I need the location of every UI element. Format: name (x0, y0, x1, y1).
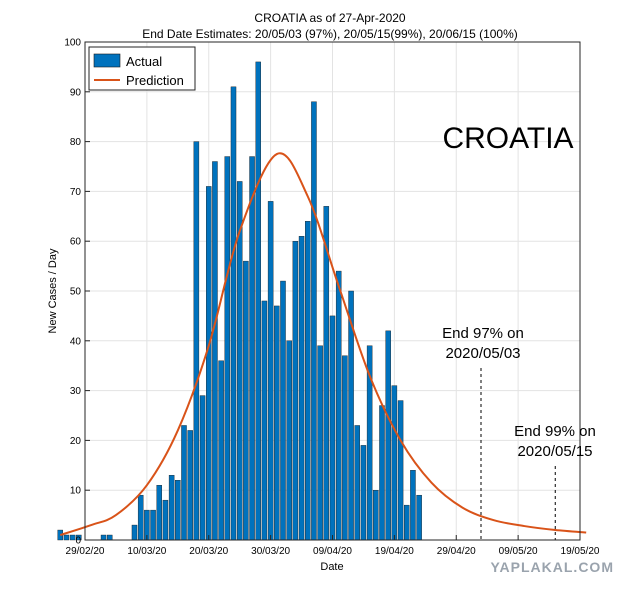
bar-actual (206, 186, 212, 541)
bar-actual (404, 504, 410, 541)
bar-actual (397, 400, 404, 541)
legend-label-actual: Actual (126, 54, 162, 69)
bar-actual (286, 340, 292, 541)
bar-actual (280, 280, 286, 541)
bar-actual (69, 534, 76, 541)
annotation-lines (480, 368, 556, 540)
bar-actual (317, 345, 323, 541)
bar-actual (379, 405, 385, 541)
watermark: YAPLAKAL.COM (490, 559, 614, 575)
x-tick-label: 19/05/20 (561, 546, 600, 557)
bar-actual (373, 490, 379, 541)
x-tick-label: 29/02/20 (66, 546, 105, 557)
bar-actual (354, 425, 360, 541)
bar-actual (175, 480, 181, 541)
bar-actual (261, 300, 268, 541)
bars (57, 61, 422, 541)
annotation-99-line1: End 99% on (514, 423, 596, 440)
bar-actual (342, 355, 348, 541)
y-tick-label: 30 (70, 386, 82, 397)
bar-actual (249, 156, 255, 541)
bar-actual (298, 236, 305, 541)
bar-actual (212, 161, 218, 541)
bar-actual (131, 524, 138, 541)
bar-actual (100, 534, 107, 541)
bar-actual (311, 101, 317, 541)
annotation-99-line2: 2020/05/15 (517, 443, 592, 460)
y-tick-label: 40 (70, 336, 82, 347)
x-ticks: 29/02/20 10/03/20 20/03/20 30/03/20 09/04/20… (66, 535, 600, 557)
country-label: CROATIA (442, 122, 573, 155)
x-tick-label: 09/05/20 (499, 546, 538, 557)
y-tick-label: 20 (70, 436, 82, 447)
bar-actual (162, 499, 169, 541)
bar-actual (168, 475, 175, 541)
bar-actual (410, 470, 416, 541)
bar-actual (243, 260, 249, 541)
y-ticks: 0 10 20 30 40 50 60 70 80 90 100 (64, 38, 90, 547)
x-tick-label: 20/03/20 (189, 546, 228, 557)
y-tick-label: 0 (75, 536, 81, 547)
x-tick-label: 09/04/20 (313, 546, 352, 557)
bar-actual (385, 330, 391, 541)
prediction-line (59, 152, 587, 536)
bar-actual (416, 494, 422, 541)
bar-actual (335, 270, 342, 541)
y-tick-label: 90 (70, 87, 82, 98)
bar-actual (224, 156, 231, 541)
annotation-97-line2: 2020/05/03 (445, 345, 520, 362)
bar-actual (292, 240, 299, 541)
bar-actual (391, 385, 398, 541)
x-tick-label: 19/04/20 (375, 546, 414, 557)
bar-actual (329, 315, 336, 541)
bar-actual (63, 534, 70, 541)
bar-actual (150, 509, 156, 541)
y-tick-label: 10 (70, 486, 82, 497)
bar-actual (267, 201, 274, 541)
chart-subtitle: End Date Estimates: 20/05/03 (97%), 20/0… (142, 27, 518, 41)
x-tick-label: 30/03/20 (251, 546, 290, 557)
legend: Actual Prediction (88, 46, 196, 91)
y-axis-label: New Cases / Day (47, 248, 59, 333)
bar-actual (360, 445, 367, 541)
y-tick-label: 60 (70, 237, 82, 248)
bar-actual (193, 141, 200, 541)
y-tick-label: 70 (70, 187, 82, 198)
annotation-97-line1: End 97% on (442, 325, 524, 342)
y-tick-label: 100 (64, 38, 81, 49)
y-tick-label: 80 (70, 137, 82, 148)
bar-actual (305, 221, 311, 541)
bar-actual (76, 534, 82, 541)
bar-actual (230, 86, 237, 541)
bar-actual (181, 425, 187, 541)
bar-actual (274, 305, 280, 541)
bar-actual (199, 395, 206, 541)
bar-actual (187, 430, 193, 541)
bar-actual (156, 485, 162, 541)
legend-label-prediction: Prediction (126, 73, 184, 88)
x-tick-label: 29/04/20 (437, 546, 476, 557)
x-axis-label: Date (320, 561, 343, 573)
bar-actual (255, 61, 261, 541)
bar-actual (107, 534, 113, 541)
chart-title: CROATIA as of 27-Apr-2020 (254, 11, 406, 25)
legend-swatch-actual (93, 53, 121, 68)
bar-actual (137, 494, 144, 541)
x-tick-label: 10/03/20 (127, 546, 166, 557)
bar-actual (218, 360, 224, 541)
y-tick-label: 50 (70, 287, 82, 298)
